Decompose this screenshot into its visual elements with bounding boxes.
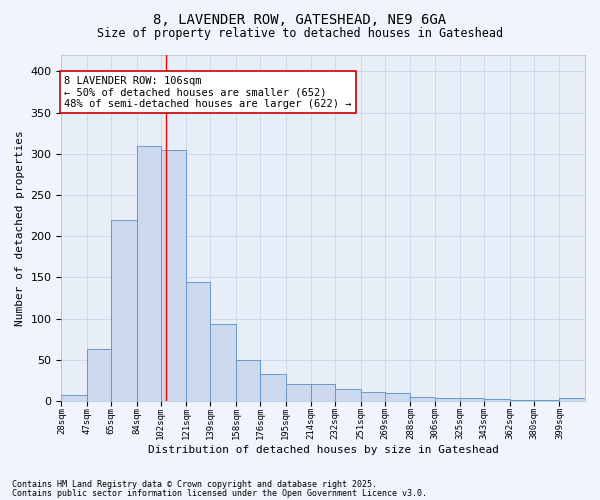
Text: Contains HM Land Registry data © Crown copyright and database right 2025.: Contains HM Land Registry data © Crown c… <box>12 480 377 489</box>
Bar <box>260 374 286 401</box>
Bar <box>534 400 559 401</box>
Bar <box>410 397 434 401</box>
Text: 8 LAVENDER ROW: 106sqm
← 50% of detached houses are smaller (652)
48% of semi-de: 8 LAVENDER ROW: 106sqm ← 50% of detached… <box>64 76 352 109</box>
Bar <box>137 146 161 401</box>
Bar <box>434 398 460 401</box>
Bar <box>361 392 385 401</box>
Text: Contains public sector information licensed under the Open Government Licence v3: Contains public sector information licen… <box>12 488 427 498</box>
Bar <box>211 324 236 401</box>
Bar <box>460 398 484 401</box>
Bar <box>311 384 335 401</box>
Bar <box>385 392 410 401</box>
Bar <box>559 398 585 401</box>
Bar <box>236 360 260 401</box>
Text: Size of property relative to detached houses in Gateshead: Size of property relative to detached ho… <box>97 28 503 40</box>
Bar <box>510 400 534 401</box>
X-axis label: Distribution of detached houses by size in Gateshead: Distribution of detached houses by size … <box>148 445 499 455</box>
Bar <box>111 220 137 401</box>
Bar <box>161 150 186 401</box>
Bar <box>484 400 510 401</box>
Bar <box>61 395 87 401</box>
Bar <box>87 349 111 401</box>
Bar <box>335 390 361 401</box>
Bar <box>186 282 211 401</box>
Y-axis label: Number of detached properties: Number of detached properties <box>15 130 25 326</box>
Text: 8, LAVENDER ROW, GATESHEAD, NE9 6GA: 8, LAVENDER ROW, GATESHEAD, NE9 6GA <box>154 12 446 26</box>
Bar <box>286 384 311 401</box>
